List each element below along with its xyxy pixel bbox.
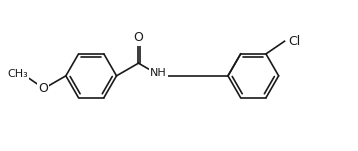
Text: CH₃: CH₃ (8, 69, 28, 79)
Text: NH: NH (150, 68, 167, 78)
Text: O: O (38, 82, 48, 95)
Text: O: O (134, 31, 144, 44)
Text: Cl: Cl (288, 35, 300, 48)
